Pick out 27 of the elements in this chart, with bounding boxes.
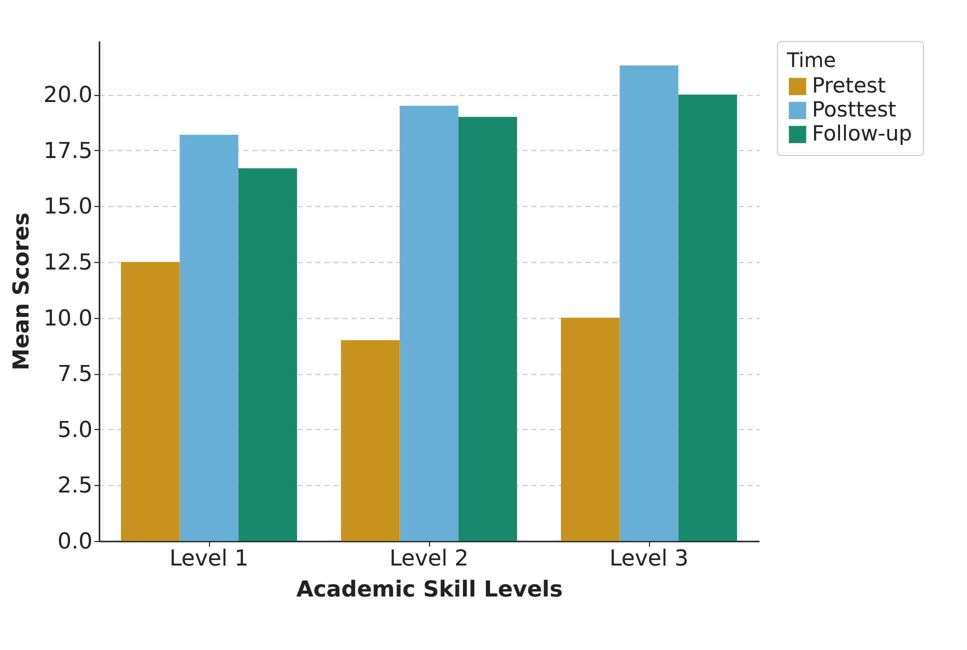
y-tick-label: 20.0 — [44, 83, 92, 108]
legend-label: Posttest — [812, 98, 896, 122]
bar — [620, 66, 678, 541]
y-axis-title: Mean Scores — [10, 212, 35, 370]
x-tick-label: Level 3 — [609, 546, 689, 572]
x-tick-label: Level 2 — [389, 546, 469, 572]
bar — [561, 318, 620, 541]
bar — [458, 116, 517, 541]
y-tick-label: 7.5 — [58, 362, 92, 388]
legend-label: Follow-up — [812, 122, 912, 146]
y-tick-label: 10.0 — [44, 306, 92, 332]
y-tick-label: 5.0 — [58, 418, 92, 443]
bar — [341, 340, 400, 541]
y-tick-label: 17.5 — [44, 138, 92, 164]
x-axis-title: Academic Skill Levels — [296, 578, 563, 602]
x-tick-label: Level 1 — [169, 546, 249, 572]
bar — [121, 262, 180, 541]
bar — [400, 106, 458, 541]
y-tick-label: 12.5 — [44, 250, 92, 276]
y-tick-label: 0.0 — [58, 530, 92, 554]
bar — [180, 134, 238, 541]
legend-title: Time — [786, 48, 836, 72]
legend-label: Pretest — [812, 74, 886, 98]
y-tick-label: 15.0 — [44, 194, 92, 220]
bar — [238, 168, 297, 541]
y-tick-label: 2.5 — [58, 474, 92, 499]
bar — [678, 94, 737, 541]
